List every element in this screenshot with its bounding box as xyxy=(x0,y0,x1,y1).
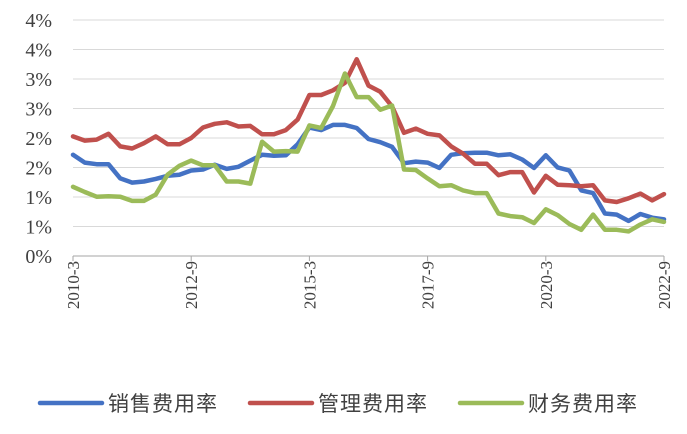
y-tick-label: 2% xyxy=(25,128,52,150)
x-tick-label: 2020-3 xyxy=(537,261,556,309)
x-tick-label: 2015-3 xyxy=(300,261,319,309)
x-tick-label: 2010-3 xyxy=(64,261,83,309)
y-tick-label: 4% xyxy=(25,40,52,62)
y-tick-label: 3% xyxy=(25,99,52,121)
series-line-1 xyxy=(70,122,667,224)
legend-label: 财务费用率 xyxy=(528,392,638,416)
y-tick-label: 3% xyxy=(25,69,52,91)
x-tick-label: 2022-9 xyxy=(655,261,674,309)
y-tick-label: 1% xyxy=(25,187,52,209)
x-tick-label: 2012-9 xyxy=(182,261,201,309)
legend-label: 销售费用率 xyxy=(108,392,218,416)
y-tick-label: 1% xyxy=(25,217,52,239)
series-line-2 xyxy=(70,57,667,205)
legend-label: 管理费用率 xyxy=(318,392,428,416)
series-line-3 xyxy=(70,71,667,234)
y-tick-label: 2% xyxy=(25,158,52,180)
y-tick-label: 4% xyxy=(25,10,52,32)
y-tick-label: 0% xyxy=(25,246,52,268)
x-tick-label: 2017-9 xyxy=(419,261,438,309)
